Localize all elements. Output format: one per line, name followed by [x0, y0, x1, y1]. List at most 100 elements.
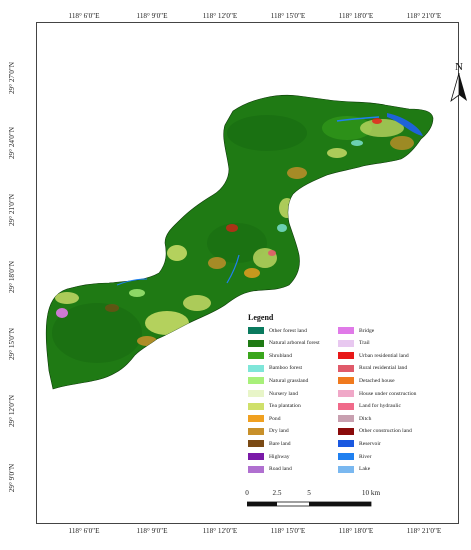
legend-swatch — [338, 364, 354, 372]
top-tick-label: 118° 9'0"E — [136, 12, 168, 20]
legend-label: Road land — [269, 466, 292, 473]
scale-bar-graphic — [247, 501, 372, 507]
legend-label: Bare land — [269, 440, 291, 447]
top-tick-label: 118° 12'0"E — [202, 12, 238, 20]
legend-label: Shrubland — [269, 352, 292, 359]
legend-label: Land for hydraulic — [359, 403, 401, 410]
legend-swatch — [248, 453, 264, 460]
left-tick-label: 29° 24'0"N — [8, 126, 16, 160]
legend: Legend Other forest land Natural arboreal… — [242, 311, 442, 479]
legend-swatch — [338, 339, 354, 347]
legend-swatch — [338, 440, 354, 448]
left-tick-label: 29° 9'0"N — [8, 463, 16, 493]
legend-label: Dry land — [269, 428, 289, 435]
legend-label: Highway — [269, 453, 290, 460]
legend-swatch — [338, 415, 354, 423]
legend-swatch — [248, 327, 264, 334]
left-tick-label: 29° 21'0"N — [8, 193, 16, 227]
scale-label: 5 — [307, 489, 311, 497]
legend-item: Land for hydraulic — [338, 402, 401, 411]
legend-label: Urban residential land — [359, 352, 409, 359]
legend-item: Other forest land — [248, 326, 307, 335]
legend-label: River — [359, 453, 372, 460]
legend-item: Natural grassland — [248, 376, 308, 385]
legend-label: House under construction — [359, 390, 417, 397]
legend-item: Rural residential land — [338, 364, 407, 373]
legend-item: Pond — [248, 414, 281, 423]
legend-swatch — [338, 377, 354, 385]
legend-swatch — [248, 339, 264, 347]
legend-swatch — [338, 402, 354, 410]
legend-swatch — [248, 427, 264, 435]
legend-item: River — [338, 452, 371, 461]
legend-label: Natural grassland — [269, 377, 309, 384]
legend-title: Legend — [248, 313, 274, 322]
scale-bar: 0 2.5 5 10 km — [245, 489, 397, 515]
legend-swatch — [248, 440, 264, 448]
top-tick-label: 118° 21'0"E — [406, 12, 442, 20]
north-arrow-icon — [450, 72, 467, 103]
legend-swatch — [338, 390, 354, 397]
legend-label: Other construction land — [359, 428, 412, 435]
bottom-tick-label: 118° 21'0"E — [406, 527, 442, 535]
legend-item: Natural arboreal forest — [248, 339, 320, 348]
legend-swatch — [248, 364, 264, 372]
river-line — [116, 278, 148, 286]
legend-label: Bridge — [359, 327, 375, 334]
left-tick-label: 29° 15'0"N — [8, 327, 16, 361]
north-label: N — [455, 61, 463, 73]
bottom-tick-label: 118° 9'0"E — [136, 527, 168, 535]
legend-item: Nursery land — [248, 389, 298, 398]
legend-label: Other forest land — [269, 327, 307, 334]
legend-item: Road land — [248, 465, 292, 474]
legend-item: Highway — [248, 452, 290, 461]
legend-swatch — [338, 453, 354, 460]
legend-item: House under construction — [338, 389, 416, 398]
legend-item: Urban residential land — [338, 351, 409, 360]
legend-label: Reservoir — [359, 440, 381, 447]
left-tick-label: 29° 18'0"N — [8, 260, 16, 294]
legend-item: Bridge — [338, 326, 374, 335]
legend-label: Natural arboreal forest — [269, 340, 320, 347]
legend-swatch — [338, 327, 354, 334]
legend-label: Bamboo forest — [269, 365, 303, 372]
legend-swatch — [338, 352, 354, 360]
scale-label: 10 km — [361, 489, 381, 497]
top-tick-label: 118° 18'0"E — [338, 12, 374, 20]
legend-label: Trail — [359, 340, 370, 347]
legend-label: Ditch — [359, 415, 372, 422]
legend-item: Other construction land — [338, 427, 412, 436]
legend-swatch — [338, 465, 354, 473]
legend-item: Shrubland — [248, 351, 292, 360]
legend-swatch — [338, 427, 354, 435]
left-tick-label: 29° 27'0"N — [8, 61, 16, 95]
legend-swatch — [248, 390, 264, 397]
legend-label: Nursery land — [269, 390, 299, 397]
legend-item: Bare land — [248, 439, 291, 448]
bottom-tick-label: 118° 18'0"E — [338, 527, 374, 535]
bottom-tick-label: 118° 6'0"E — [68, 527, 100, 535]
bottom-tick-label: 118° 15'0"E — [270, 527, 306, 535]
map-frame: N Legend Other forest land Natural arbore… — [36, 22, 467, 524]
legend-swatch — [248, 352, 264, 360]
scale-label: 2.5 — [272, 489, 282, 497]
legend-swatch — [248, 377, 264, 385]
legend-swatch — [248, 465, 264, 473]
reservoir-water — [387, 113, 423, 136]
legend-item: Bamboo forest — [248, 364, 302, 373]
legend-item: Detached house — [338, 376, 395, 385]
legend-item: Reservoir — [338, 439, 381, 448]
left-tick-label: 29° 12'0"N — [8, 394, 16, 428]
bottom-tick-label: 118° 12'0"E — [202, 527, 238, 535]
river-line — [336, 116, 380, 122]
legend-label: Pond — [269, 415, 281, 422]
top-tick-label: 118° 6'0"E — [68, 12, 100, 20]
legend-item: Dry land — [248, 427, 289, 436]
legend-label: Detached house — [359, 377, 395, 384]
river-line — [226, 254, 240, 284]
top-tick-label: 118° 15'0"E — [270, 12, 306, 20]
legend-label: Lake — [359, 466, 371, 473]
legend-item: Trail — [338, 339, 370, 348]
scale-label: 0 — [245, 489, 249, 497]
